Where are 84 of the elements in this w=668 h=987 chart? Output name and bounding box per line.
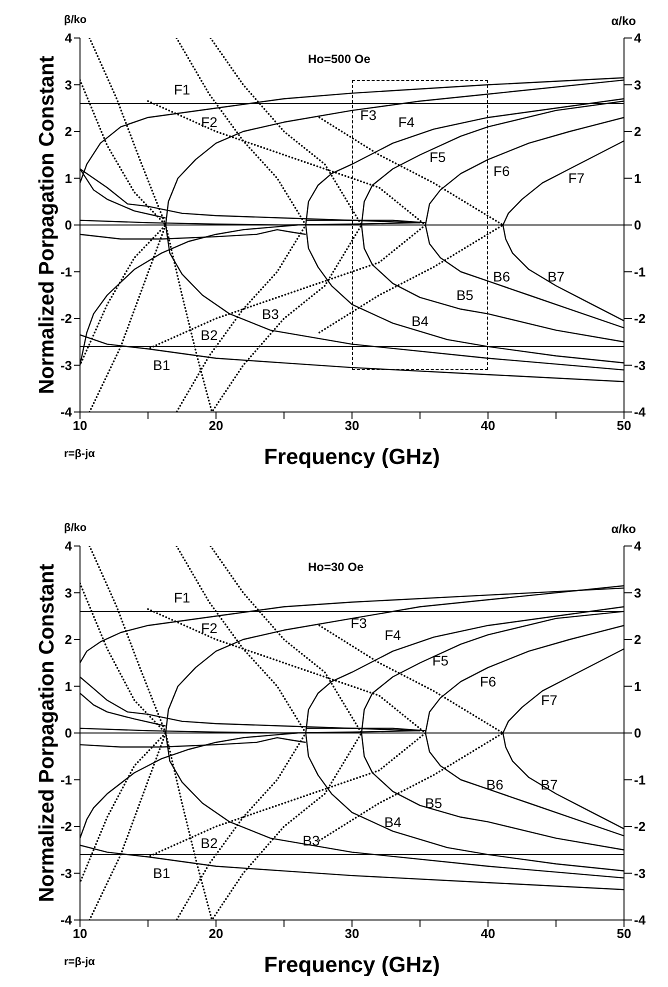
annotation: F5 <box>430 149 446 166</box>
y2-tick-label: -3 <box>634 358 646 373</box>
annotation: F5 <box>432 652 449 669</box>
y2-tick-label: -1 <box>634 264 646 280</box>
y2-tick-label: 4 <box>634 30 642 46</box>
annotation: F6 <box>480 674 496 690</box>
y2-tick-label: 2 <box>634 124 642 140</box>
y2-tick-label: -3 <box>634 866 646 881</box>
y-tick-label: 1 <box>64 170 72 186</box>
annotation: F1 <box>174 589 190 606</box>
annotation: F4 <box>384 626 402 643</box>
x-tick-label: 30 <box>344 418 360 434</box>
y-tick-label: -3 <box>60 866 72 881</box>
y-tick-label: 1 <box>64 678 72 694</box>
x-tick-label: 10 <box>72 418 88 434</box>
annotation: B7 <box>547 268 565 284</box>
y-axis-title: Normalized Porpagation Constant <box>35 564 58 902</box>
y2-tick-label: 0 <box>634 218 642 233</box>
y-tick-label: -1 <box>60 264 72 280</box>
y2-tick-label: 2 <box>634 632 642 648</box>
y2-tick-label: -4 <box>634 912 646 928</box>
annotation: F3 <box>360 107 377 124</box>
y-tick-label: 4 <box>64 30 73 46</box>
y2-tick-label: -2 <box>634 819 646 834</box>
annotation: B3 <box>302 832 320 848</box>
x-tick-label: 40 <box>480 418 496 434</box>
y-tick-label: 2 <box>64 632 72 648</box>
y2-tick-label: -1 <box>634 772 646 788</box>
annotation: B7 <box>540 776 558 792</box>
annotation: B4 <box>384 814 402 830</box>
annotation: F2 <box>201 114 218 130</box>
text: β/ko <box>64 14 87 26</box>
annotation: F1 <box>174 81 190 98</box>
y-tick-label: 2 <box>64 124 72 140</box>
y2-tick-label: -2 <box>634 311 646 326</box>
x-tick-label: 20 <box>208 926 224 942</box>
y2-tick-label: 1 <box>634 678 642 694</box>
text: r=β-jα <box>64 448 95 460</box>
annotation: F4 <box>398 114 415 130</box>
annotation: F6 <box>493 163 510 180</box>
annotation: B1 <box>153 865 170 882</box>
annotation: B6 <box>493 268 510 284</box>
text: r=β-jα <box>64 956 95 968</box>
x-tick-label: 20 <box>208 418 224 434</box>
annotation: B5 <box>456 287 474 304</box>
y2-tick-label: -4 <box>634 404 646 420</box>
text: Ho=500 Oe <box>308 52 370 66</box>
y-tick-label: -2 <box>60 311 72 326</box>
annotation: B4 <box>411 312 429 329</box>
x-tick-label: 10 <box>72 926 88 942</box>
annotation: F2 <box>201 620 218 636</box>
y-tick-label: 0 <box>64 726 72 741</box>
y-tick-label: 3 <box>64 585 72 600</box>
x-tick-label: 50 <box>616 926 632 942</box>
y-tick-label: 3 <box>64 77 72 92</box>
y-tick-label: -4 <box>60 404 73 420</box>
y2-axis-title: α/ko <box>611 522 636 536</box>
annotation: B5 <box>425 795 442 812</box>
y-tick-label: -2 <box>60 819 72 834</box>
text: Ho=30 Oe <box>308 560 364 574</box>
y2-tick-label: 4 <box>634 538 642 554</box>
annotation: F7 <box>568 170 585 186</box>
x-tick-label: 30 <box>344 926 360 942</box>
y2-tick-label: 3 <box>634 77 642 92</box>
y-tick-label: -3 <box>60 358 72 373</box>
x-tick-label: 50 <box>616 418 632 434</box>
y2-tick-label: 0 <box>634 726 642 741</box>
annotation: B2 <box>200 326 218 343</box>
annotation: B1 <box>153 357 170 374</box>
x-tick-label: 40 <box>480 926 496 942</box>
text: β/ko <box>64 522 87 534</box>
annotation: B3 <box>262 306 280 322</box>
annotation: B6 <box>486 776 504 792</box>
y-axis-title: Normalized Porpagation Constant <box>35 56 58 394</box>
y2-tick-label: 1 <box>634 170 642 186</box>
annotation: F3 <box>350 615 368 632</box>
y2-tick-label: 3 <box>634 585 642 600</box>
y-tick-label: 4 <box>64 538 73 554</box>
annotation: B2 <box>200 834 218 851</box>
y-tick-label: -1 <box>60 772 72 788</box>
y-tick-label: -4 <box>60 912 73 928</box>
annotation: F7 <box>541 692 558 708</box>
y2-axis-title: α/ko <box>611 14 636 28</box>
y-tick-label: 0 <box>64 218 72 233</box>
